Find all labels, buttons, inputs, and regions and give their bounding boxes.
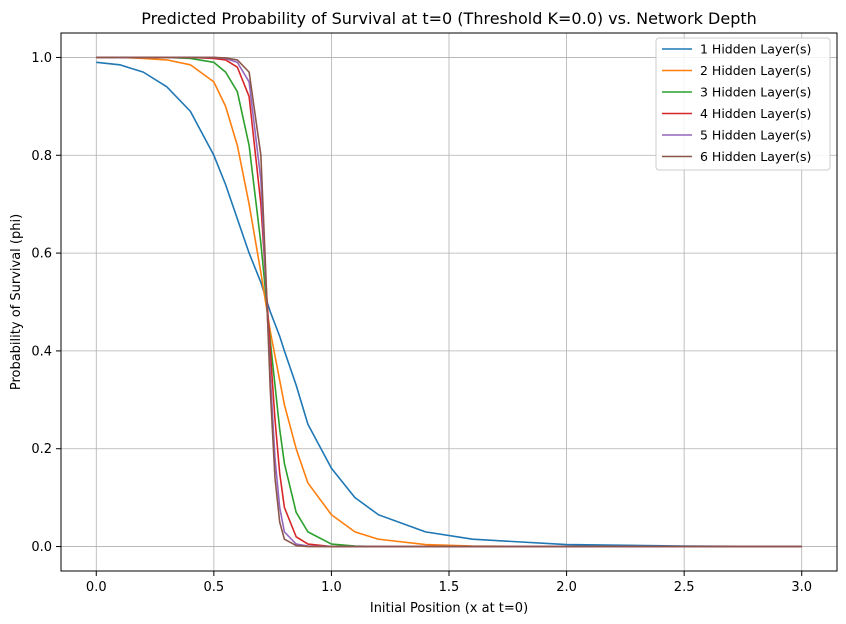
y-tick-label: 0.2 — [31, 442, 52, 457]
x-tick-label: 2.5 — [674, 580, 695, 595]
legend-label-4: 4 Hidden Layer(s) — [700, 106, 811, 121]
x-tick-label: 3.0 — [791, 580, 812, 595]
series-line-6 — [96, 56, 802, 548]
x-tick-label: 1.5 — [439, 580, 460, 595]
x-tick-label: 0.0 — [86, 580, 107, 595]
series-line-1 — [96, 61, 802, 548]
legend-label-6: 6 Hidden Layer(s) — [700, 149, 811, 164]
y-tick-label: 1.0 — [31, 51, 52, 66]
legend-entries: 1 Hidden Layer(s) 2 Hidden Layer(s) 3 Hidd… — [662, 42, 811, 164]
x-tick-label: 0.5 — [204, 580, 225, 595]
axis-ticks: 0.0 0.5 1.0 1.5 2.0 2.5 3.0 0.0 0.2 0.4 0.6 0.8 1.0 — [31, 51, 812, 595]
legend: 1 Hidden Layer(s) 2 Hidden Layer(s) 3 Hidd… — [655, 37, 831, 171]
x-tick-label: 1.0 — [321, 580, 342, 595]
legend-label-2: 2 Hidden Layer(s) — [700, 63, 811, 78]
legend-label-1: 1 Hidden Layer(s) — [700, 42, 811, 57]
series-line-2 — [96, 56, 802, 548]
y-tick-label: 0.8 — [31, 149, 52, 164]
chart-title: Predicted Probability of Survival at t=0… — [141, 9, 757, 28]
y-tick-label: 0.4 — [31, 344, 52, 359]
x-axis-label: Initial Position (x at t=0) — [370, 601, 528, 616]
series-lines — [96, 56, 802, 548]
legend-box — [655, 37, 831, 171]
y-tick-label: 0.6 — [31, 247, 52, 262]
y-axis-label: Probability of Survival (phi) — [9, 214, 24, 390]
y-tick-label: 0.0 — [31, 540, 52, 555]
x-tick-label: 2.0 — [556, 580, 577, 595]
legend-label-5: 5 Hidden Layer(s) — [700, 128, 811, 143]
legend-label-3: 3 Hidden Layer(s) — [700, 85, 811, 100]
